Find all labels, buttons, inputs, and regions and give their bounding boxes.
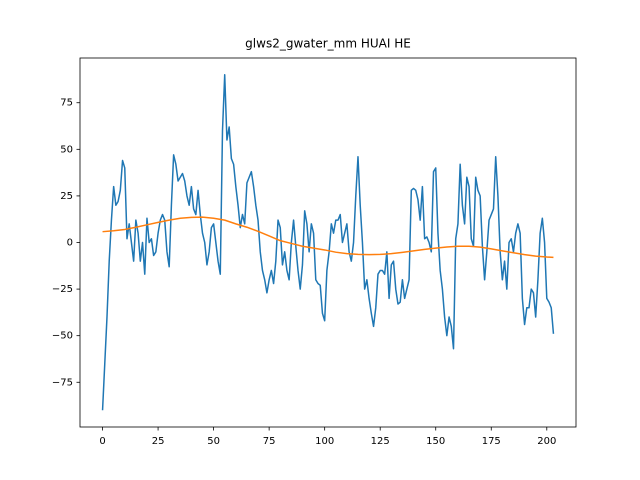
plot-frame	[79, 57, 577, 428]
y-tick-label: 50	[60, 144, 73, 155]
x-tick-label: 200	[537, 436, 556, 447]
y-tick-label: −25	[52, 284, 73, 295]
x-tick-label: 50	[207, 436, 220, 447]
y-tick-label: −50	[52, 331, 73, 342]
x-tick-label: 25	[152, 436, 165, 447]
data-line	[102, 216, 554, 259]
data-line	[101, 74, 555, 411]
y-tick-label: 0	[67, 238, 73, 249]
y-tick-label: 75	[60, 98, 73, 109]
y-tick-label: −75	[52, 377, 73, 388]
y-tick-label: 25	[60, 191, 73, 202]
x-tick-label: 100	[315, 436, 334, 447]
x-tick-label: 150	[426, 436, 445, 447]
x-tick-label: 75	[263, 436, 276, 447]
x-tick-label: 125	[371, 436, 390, 447]
x-tick-label: 0	[99, 436, 105, 447]
x-tick-label: 175	[482, 436, 501, 447]
chart-title: glws2_gwater_mm HUAI HE	[245, 37, 411, 51]
